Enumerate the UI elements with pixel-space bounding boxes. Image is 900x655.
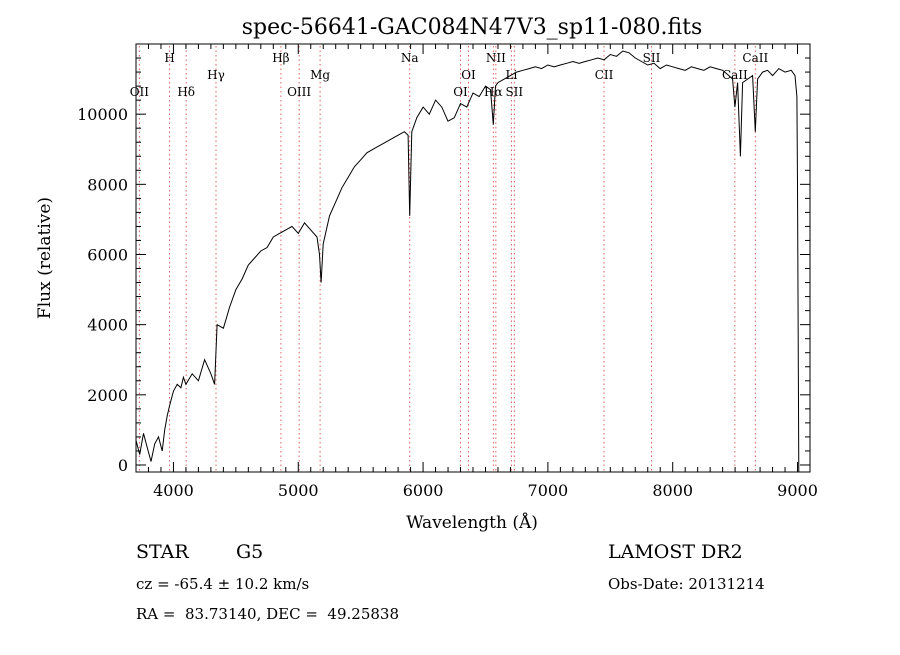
- x-tick-label: 6000: [403, 481, 444, 500]
- axis-tick-labels: 4000 5000 6000 7000 8000 9000 0 2000 4000 6000 800…: [77, 105, 818, 500]
- object-subclass: G5: [236, 541, 263, 563]
- spectral-line-label: OII: [130, 85, 150, 99]
- object-subclass-text: G5: [236, 541, 264, 563]
- x-tick-label: 8000: [652, 481, 693, 500]
- axis-ticks: [136, 44, 811, 472]
- y-tick-label: 10000: [77, 105, 128, 124]
- spectrum-line: [135, 50, 800, 473]
- chart-title: spec-56641-GAC084N47V3_sp11-080.fits: [242, 15, 703, 40]
- spectral-line-label: Hγ: [207, 68, 225, 82]
- x-tick-label: 5000: [278, 481, 319, 500]
- y-tick-label: 2000: [87, 386, 128, 405]
- spectral-line-label: NII: [486, 51, 506, 65]
- spectral-line-label: OI: [461, 68, 476, 82]
- x-tick-label: 7000: [528, 481, 569, 500]
- x-tick-label: 9000: [777, 481, 818, 500]
- spectral-line-label: CaII: [742, 51, 768, 65]
- spectral-line-label: CII: [595, 68, 614, 82]
- spectral-line-label: Mg: [310, 68, 330, 82]
- y-tick-label: 8000: [87, 175, 128, 194]
- spectral-line-label: OIII: [287, 85, 311, 99]
- y-tick-label: 6000: [87, 245, 128, 264]
- y-tick-label: 4000: [87, 316, 128, 335]
- y-axis-label: Flux (relative): [35, 197, 55, 319]
- spectral-line-label: SII: [643, 51, 661, 65]
- object-class-text: STAR: [136, 541, 189, 563]
- spectral-line-label: Na: [401, 51, 419, 65]
- x-axis-label: Wavelength (Å): [406, 512, 538, 533]
- spectral-line-label: Hδ: [177, 85, 195, 99]
- y-tick-label: 0: [118, 456, 128, 475]
- redshift-text: cz = -65.4 ± 10.2 km/s: [136, 575, 310, 593]
- spectral-line-label: Hβ: [272, 51, 289, 65]
- object-class: STAR: [136, 541, 189, 563]
- survey-name: LAMOST DR2: [608, 541, 743, 563]
- spectral-line-markers: [138, 46, 756, 472]
- spectral-line-label: SII: [505, 85, 523, 99]
- observation-date: Obs-Date: 20131214: [608, 575, 765, 593]
- spectral-line-label: CaII: [722, 68, 748, 82]
- x-tick-label: 4000: [153, 481, 194, 500]
- plot-frame: [135, 43, 811, 473]
- coordinates-text: RA = 83.73140, DEC = 49.25838: [136, 605, 400, 623]
- spectral-line-label: H: [164, 51, 174, 65]
- spectral-line-label: OI: [453, 85, 468, 99]
